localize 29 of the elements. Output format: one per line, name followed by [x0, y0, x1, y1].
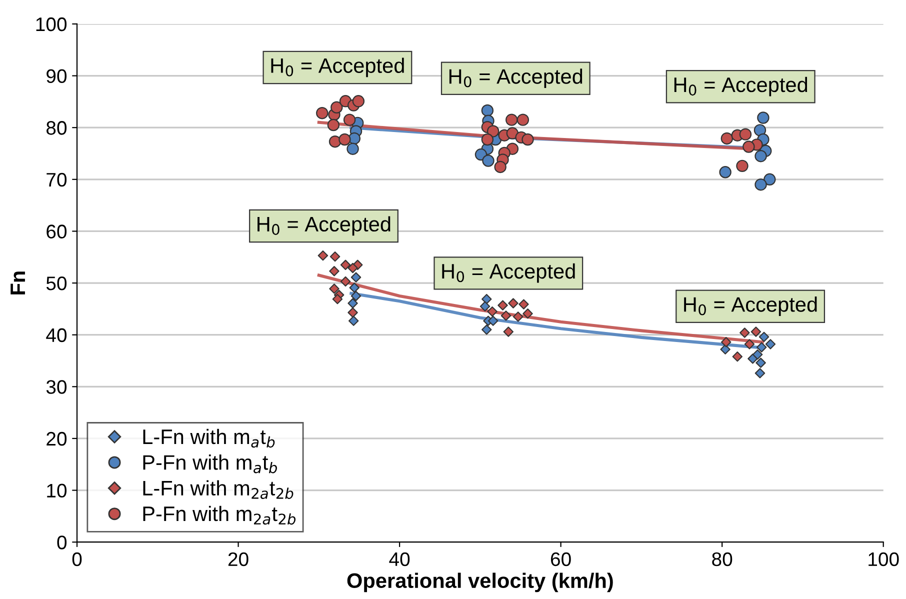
- y-tick-label: 70: [46, 172, 67, 187]
- annotation: H$_{0}$ = Accepted: [449, 68, 582, 88]
- annotation: H$_{0}$ = Accepted: [258, 216, 390, 236]
- y-tick-label: 20: [46, 432, 67, 446]
- x-axis-title: Operational velocity (km/h): [347, 572, 613, 592]
- y-axis-title: Fn: [10, 272, 25, 294]
- legend-label: P-Fn with m$_{a}$t$_{b}$: [143, 454, 277, 474]
- legend-label: L-Fn with m$_{2a}$t$_{2b}$: [143, 480, 294, 499]
- annotation: H$_{0}$ = Accepted: [271, 58, 404, 78]
- x-tick-label: 20: [228, 552, 248, 566]
- y-tick-label: 60: [46, 224, 67, 238]
- y-tick-label: 100: [36, 17, 67, 32]
- y-tick-label: 80: [46, 121, 67, 135]
- annotation: H$_{0}$ = Accepted: [674, 76, 808, 96]
- y-tick-label: 50: [46, 276, 67, 290]
- y-tick-label: 40: [46, 328, 67, 342]
- legend-label: P-Fn with m$_{2a}$t$_{2b}$: [143, 506, 296, 525]
- y-tick-label: 10: [47, 484, 67, 498]
- annotation: H$_{0}$ = Accepted: [442, 263, 575, 283]
- annotation: H$_{0}$ = Accepted: [684, 296, 817, 316]
- x-tick-label: 100: [868, 552, 899, 566]
- x-tick-label: 80: [712, 552, 732, 566]
- x-tick-label: 60: [550, 552, 571, 566]
- legend-label: L-Fn with m$_{a}$t$_{b}$: [143, 428, 275, 448]
- x-tick-label: 0: [72, 552, 82, 566]
- y-tick-label: 90: [46, 69, 67, 84]
- y-tick-label: 0: [57, 536, 67, 550]
- x-tick-label: 40: [389, 552, 410, 566]
- y-tick-label: 30: [46, 380, 67, 394]
